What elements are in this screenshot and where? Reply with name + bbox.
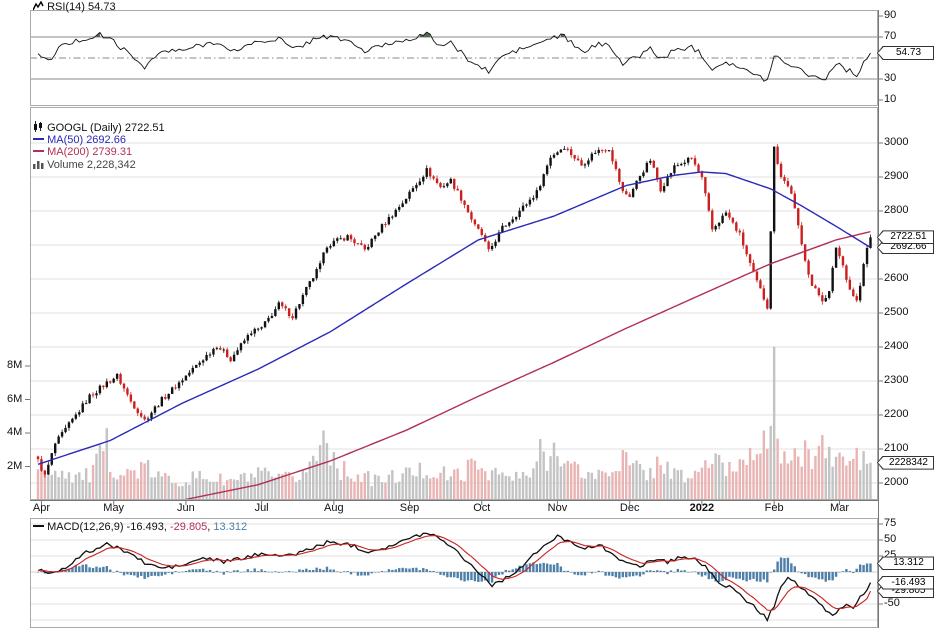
rsi-axis-label: 30 [884,72,897,84]
volume-axis-label: 8M [7,359,23,371]
ma50-label: MA(50) [47,133,84,146]
symbol-last-price: 2722.51 [124,122,165,134]
macd-line-badge: -16.493 [877,575,934,590]
month-label: Nov [547,502,568,514]
month-label: Jun [177,502,195,514]
rsi-axis-label: 10 [884,93,897,105]
ma200-line-icon [33,150,44,152]
month-label: Jul [254,502,269,514]
month-label: Feb [764,502,784,514]
price-axis-label: 2500 [884,306,909,318]
volume-axis-label: 6M [7,392,23,405]
rsi-value: 54.73 [88,1,116,13]
separator: , [163,521,170,533]
rsi-axis-label: 70 [884,30,897,42]
macd-value: -16.493 [126,521,164,533]
price-legend: GOOGL (Daily) 2722.51 MA(50) 2692.66 MA(… [33,121,165,171]
price-axis-label: 2400 [884,340,909,352]
macd-histogram-badge: 13.312 [877,556,934,571]
month-label: Mar [830,502,849,514]
ma50-value: 2692.66 [86,133,126,146]
last-price-badge: 2722.51 [877,230,934,245]
macd-axis-label: 50 [884,533,897,545]
volume-bars-icon [33,160,44,169]
price-axis-label: 2900 [884,170,909,182]
volume-label: Volume [47,158,84,171]
price-axis-label: 2100 [884,442,909,454]
month-label: Oct [473,502,491,514]
separator: , [207,521,214,533]
volume-badge: 2228342 [877,455,934,470]
month-label: Sep [399,502,420,514]
month-label: 2022 [689,502,715,514]
month-label: Aug [324,502,344,514]
volume-axis-label: 2M [7,459,23,472]
volume-axis-label: 4M [7,426,23,438]
macd-axis-label: -50 [884,597,900,609]
month-label: Apr [32,502,50,514]
month-label: Dec [619,502,640,514]
candlestick-icon [34,121,42,132]
rsi-badge: 54.73 [877,46,934,61]
macd-hist-value: 13.312 [213,521,248,533]
month-label: May [103,502,125,514]
price-axis-label: 3000 [884,136,909,148]
rsi-label: RSI(14) [47,1,85,13]
rsi-legend: RSI(14) 54.73 [32,0,116,13]
rsi-axis-label: 90 [884,9,897,21]
ma200-value: 2739.31 [92,146,133,158]
ma50-line-icon [33,137,44,140]
price-axis-label: 2200 [884,408,909,420]
ma200-label: MA(200) [47,146,90,158]
volume-value: 2,228,342 [86,158,136,171]
macd-signal-value: -29.805 [169,521,208,533]
macd-legend: MACD(12,26,9) -16.493, -29.805, 13.312 [33,521,247,533]
macd-label: MACD(12,26,9) [47,521,124,533]
macd-axis-label: 75 [884,517,897,529]
price-axis-label: 2800 [884,204,909,216]
symbol-label: GOOGL (Daily) [47,122,122,134]
indicator-chart-icon [32,0,44,11]
price-axis-label: 2300 [884,374,909,386]
price-axis-label: 2000 [884,476,909,488]
macd-line-icon [33,525,44,527]
price-axis-label: 2600 [884,272,909,284]
